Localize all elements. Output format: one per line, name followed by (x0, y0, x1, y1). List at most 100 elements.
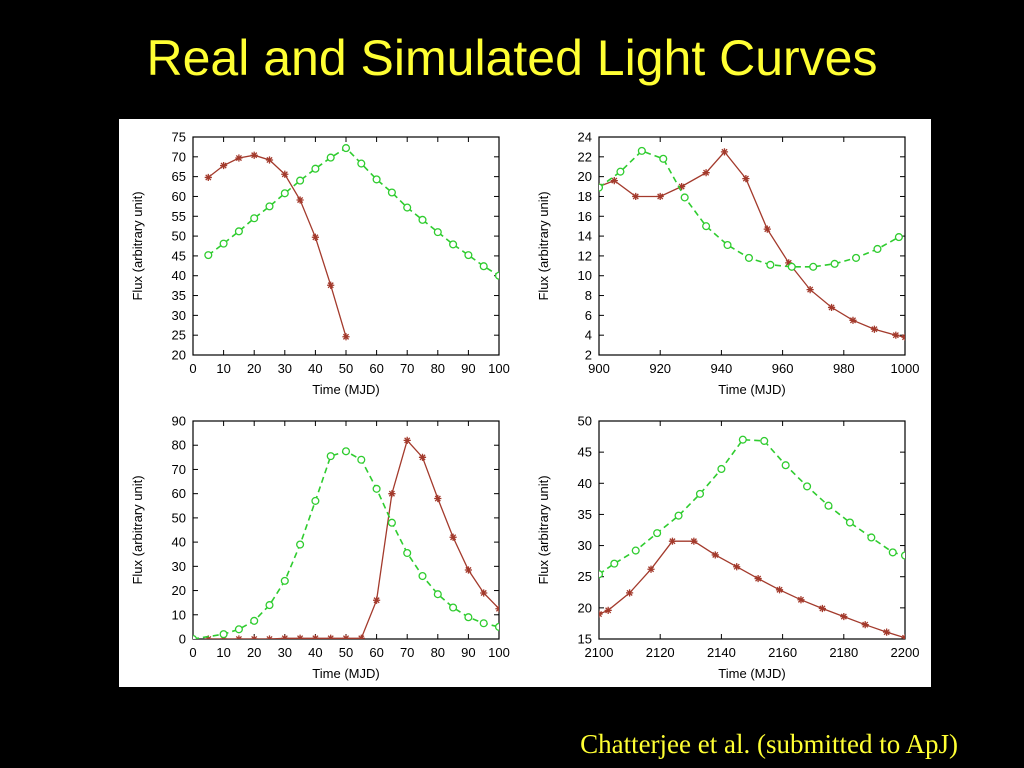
y-axis-label: Flux (arbitrary unit) (536, 191, 551, 300)
slide-title: Real and Simulated Light Curves (146, 30, 878, 86)
y-tick-label: 20 (172, 348, 186, 363)
x-tick-label: 20 (247, 361, 261, 376)
light-curves-figure-svg: 0 10 20 30 40 50 60 70 80 90 100202530354045505560… (130, 130, 919, 682)
data-point-circle (873, 244, 882, 254)
y-tick-label: 20 (578, 600, 592, 615)
x-tick-label: 90 (461, 361, 475, 376)
x-tick-label: 30 (278, 361, 292, 376)
data-point-circle (479, 262, 488, 271)
data-point-circle (311, 164, 320, 173)
data-point-star (418, 453, 427, 461)
x-tick-label: 1000 (891, 361, 920, 376)
data-point-star (870, 325, 878, 333)
data-point-star (220, 161, 228, 170)
data-point-star (883, 628, 891, 636)
light-curve-panel-3: 0 10 20 30 40 50 60 70 80 90 100 0 10 20 30 40 50 60 70 80 9… (130, 414, 510, 682)
data-point-circle (418, 571, 427, 581)
light-curve-panel-2: 900 920 940 960 980 100024681012141618202224T… (536, 130, 919, 398)
data-point-star (373, 596, 381, 604)
data-point-circle (296, 176, 305, 185)
data-point-circle (418, 215, 427, 224)
data-point-circle (250, 214, 259, 223)
data-point-circle (888, 548, 897, 557)
data-point-star (818, 604, 826, 613)
data-point-circle (464, 613, 473, 622)
x-axis-label: Time (MJD) (718, 382, 785, 397)
data-point-circle (766, 260, 775, 269)
data-point-circle (265, 601, 274, 610)
y-tick-label: 55 (172, 209, 186, 224)
y-tick-label: 25 (578, 569, 592, 584)
data-point-circle (781, 461, 790, 470)
x-tick-label: 900 (588, 361, 610, 376)
data-point-circle (280, 576, 289, 585)
data-point-star (250, 635, 258, 639)
data-point-star (311, 233, 319, 241)
data-point-circle (900, 551, 905, 560)
data-point-circle (744, 253, 753, 262)
data-point-circle (494, 622, 499, 631)
y-tick-label: 20 (578, 169, 592, 184)
series-real (204, 436, 499, 639)
data-point-star (296, 634, 304, 639)
citation: Chatterjee et al. (submitted to ApJ) (580, 729, 958, 759)
data-point-star (403, 436, 411, 444)
data-point-star (775, 586, 784, 594)
y-tick-label: 15 (578, 632, 592, 647)
x-tick-label: 2100 (585, 645, 614, 660)
data-point-star (610, 177, 618, 185)
data-point-circle (204, 251, 213, 260)
data-point-star (720, 148, 729, 156)
data-point-star (656, 192, 664, 201)
y-tick-label: 18 (578, 189, 592, 204)
data-point-circle (326, 452, 335, 461)
x-tick-label: 2140 (707, 645, 736, 660)
data-point-star (250, 151, 258, 159)
data-point-circle (265, 202, 274, 211)
y-tick-label: 20 (172, 583, 186, 598)
data-point-circle (280, 189, 289, 198)
data-point-circle (616, 167, 625, 176)
x-tick-label: 70 (400, 645, 414, 660)
series-line (599, 438, 905, 575)
data-point-circle (219, 630, 228, 639)
y-tick-label: 45 (172, 248, 186, 263)
data-point-star (742, 175, 750, 183)
data-point-circle (403, 548, 412, 558)
data-point-circle (610, 559, 619, 568)
y-tick-label: 40 (172, 535, 186, 550)
plot-frame (598, 136, 906, 356)
x-tick-label: 30 (278, 645, 292, 660)
y-tick-label: 24 (578, 130, 592, 145)
data-point-circle (894, 233, 903, 242)
data-point-star (892, 331, 900, 339)
data-point-star (434, 494, 442, 503)
x-tick-label: 40 (308, 645, 322, 660)
data-point-star (733, 563, 741, 571)
data-point-star (840, 612, 848, 621)
series-line (207, 147, 499, 277)
data-point-star (827, 303, 836, 312)
x-tick-label: 2180 (829, 645, 858, 660)
y-tick-label: 10 (578, 268, 592, 283)
x-axis-label: Time (MJD) (718, 666, 785, 681)
series-simulated (599, 146, 903, 271)
data-point-circle (867, 533, 876, 542)
data-point-circle (464, 251, 473, 260)
data-point-star (281, 634, 289, 639)
data-point-star (449, 533, 457, 541)
data-point-star (785, 259, 793, 267)
data-point-star (668, 537, 677, 545)
y-tick-label: 45 (578, 445, 592, 460)
y-tick-label: 6 (585, 308, 592, 323)
y-tick-label: 80 (172, 438, 186, 453)
y-tick-label: 50 (172, 229, 186, 244)
y-tick-label: 70 (172, 462, 186, 477)
data-point-star (327, 281, 335, 289)
x-tick-label: 0 (189, 645, 196, 660)
data-point-star (235, 635, 243, 639)
x-tick-label: 0 (189, 361, 196, 376)
data-point-star (464, 566, 472, 574)
data-point-circle (479, 619, 488, 628)
y-tick-label: 35 (578, 507, 592, 522)
